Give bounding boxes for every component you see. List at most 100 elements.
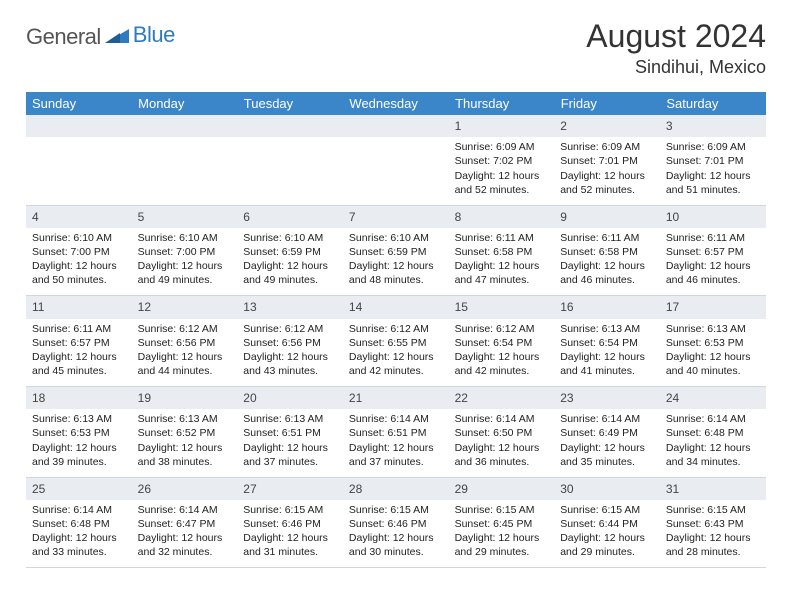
- day-number-cell: 1: [449, 115, 555, 137]
- daylight-text: Daylight: 12 hours and 32 minutes.: [138, 531, 232, 559]
- day-detail-cell: Sunrise: 6:10 AMSunset: 7:00 PMDaylight:…: [132, 228, 238, 296]
- detail-row: Sunrise: 6:13 AMSunset: 6:53 PMDaylight:…: [26, 409, 766, 477]
- day-number-cell: 5: [132, 205, 238, 228]
- day-number-cell: 2: [554, 115, 660, 137]
- day-number-cell: 7: [343, 205, 449, 228]
- day-detail-cell: Sunrise: 6:12 AMSunset: 6:56 PMDaylight:…: [132, 319, 238, 387]
- sunset-text: Sunset: 6:50 PM: [455, 426, 549, 440]
- day-detail-cell: Sunrise: 6:14 AMSunset: 6:51 PMDaylight:…: [343, 409, 449, 477]
- day-detail-cell: Sunrise: 6:14 AMSunset: 6:49 PMDaylight:…: [554, 409, 660, 477]
- day-detail-cell: Sunrise: 6:15 AMSunset: 6:46 PMDaylight:…: [237, 500, 343, 568]
- sunrise-text: Sunrise: 6:12 AM: [455, 322, 549, 336]
- sunset-text: Sunset: 6:56 PM: [138, 336, 232, 350]
- day-header: Saturday: [660, 92, 766, 115]
- detail-row: Sunrise: 6:10 AMSunset: 7:00 PMDaylight:…: [26, 228, 766, 296]
- sunrise-text: Sunrise: 6:12 AM: [243, 322, 337, 336]
- day-detail-cell: Sunrise: 6:14 AMSunset: 6:50 PMDaylight:…: [449, 409, 555, 477]
- day-detail-cell: Sunrise: 6:12 AMSunset: 6:56 PMDaylight:…: [237, 319, 343, 387]
- sunset-text: Sunset: 7:01 PM: [666, 154, 760, 168]
- header: General Blue August 2024 Sindihui, Mexic…: [26, 18, 766, 78]
- sunrise-text: Sunrise: 6:10 AM: [243, 231, 337, 245]
- sunrise-text: Sunrise: 6:15 AM: [455, 503, 549, 517]
- day-detail-cell: Sunrise: 6:15 AMSunset: 6:43 PMDaylight:…: [660, 500, 766, 568]
- day-detail-cell: Sunrise: 6:15 AMSunset: 6:44 PMDaylight:…: [554, 500, 660, 568]
- sunset-text: Sunset: 6:57 PM: [666, 245, 760, 259]
- sunset-text: Sunset: 6:46 PM: [243, 517, 337, 531]
- day-detail-cell: [237, 137, 343, 205]
- day-number-cell: [237, 115, 343, 137]
- daylight-text: Daylight: 12 hours and 40 minutes.: [666, 350, 760, 378]
- daylight-text: Daylight: 12 hours and 42 minutes.: [349, 350, 443, 378]
- sunrise-text: Sunrise: 6:13 AM: [243, 412, 337, 426]
- sunset-text: Sunset: 6:49 PM: [560, 426, 654, 440]
- calendar-page: General Blue August 2024 Sindihui, Mexic…: [0, 0, 792, 568]
- sunset-text: Sunset: 6:44 PM: [560, 517, 654, 531]
- detail-row: Sunrise: 6:14 AMSunset: 6:48 PMDaylight:…: [26, 500, 766, 568]
- brand-part2: Blue: [133, 22, 175, 48]
- sunrise-text: Sunrise: 6:14 AM: [666, 412, 760, 426]
- sunset-text: Sunset: 7:00 PM: [138, 245, 232, 259]
- day-detail-cell: Sunrise: 6:09 AMSunset: 7:01 PMDaylight:…: [660, 137, 766, 205]
- day-detail-cell: Sunrise: 6:12 AMSunset: 6:54 PMDaylight:…: [449, 319, 555, 387]
- sunrise-text: Sunrise: 6:09 AM: [560, 140, 654, 154]
- sunset-text: Sunset: 6:47 PM: [138, 517, 232, 531]
- daylight-text: Daylight: 12 hours and 52 minutes.: [560, 169, 654, 197]
- day-number-cell: 27: [237, 477, 343, 500]
- location-label: Sindihui, Mexico: [586, 57, 766, 78]
- day-detail-cell: Sunrise: 6:15 AMSunset: 6:45 PMDaylight:…: [449, 500, 555, 568]
- day-number-cell: 12: [132, 296, 238, 319]
- sunset-text: Sunset: 6:45 PM: [455, 517, 549, 531]
- daylight-text: Daylight: 12 hours and 50 minutes.: [32, 259, 126, 287]
- daylight-text: Daylight: 12 hours and 44 minutes.: [138, 350, 232, 378]
- day-detail-cell: Sunrise: 6:11 AMSunset: 6:58 PMDaylight:…: [449, 228, 555, 296]
- daynum-row: 45678910: [26, 205, 766, 228]
- day-detail-cell: Sunrise: 6:10 AMSunset: 6:59 PMDaylight:…: [237, 228, 343, 296]
- day-detail-cell: Sunrise: 6:11 AMSunset: 6:57 PMDaylight:…: [26, 319, 132, 387]
- daylight-text: Daylight: 12 hours and 28 minutes.: [666, 531, 760, 559]
- day-number-cell: 10: [660, 205, 766, 228]
- day-detail-cell: Sunrise: 6:10 AMSunset: 7:00 PMDaylight:…: [26, 228, 132, 296]
- day-detail-cell: Sunrise: 6:12 AMSunset: 6:55 PMDaylight:…: [343, 319, 449, 387]
- daylight-text: Daylight: 12 hours and 41 minutes.: [560, 350, 654, 378]
- sunset-text: Sunset: 6:51 PM: [349, 426, 443, 440]
- day-header: Sunday: [26, 92, 132, 115]
- calendar-body: 123Sunrise: 6:09 AMSunset: 7:02 PMDaylig…: [26, 115, 766, 568]
- daylight-text: Daylight: 12 hours and 29 minutes.: [560, 531, 654, 559]
- sunset-text: Sunset: 6:58 PM: [560, 245, 654, 259]
- daylight-text: Daylight: 12 hours and 52 minutes.: [455, 169, 549, 197]
- sunset-text: Sunset: 6:57 PM: [32, 336, 126, 350]
- day-header: Tuesday: [237, 92, 343, 115]
- detail-row: Sunrise: 6:11 AMSunset: 6:57 PM Daylight:…: [26, 319, 766, 387]
- day-number-cell: 15: [449, 296, 555, 319]
- sunset-text: Sunset: 6:53 PM: [666, 336, 760, 350]
- day-header: Wednesday: [343, 92, 449, 115]
- sunset-text: Sunset: 6:55 PM: [349, 336, 443, 350]
- day-number-cell: 22: [449, 387, 555, 410]
- sunrise-text: Sunrise: 6:10 AM: [138, 231, 232, 245]
- day-number-cell: 28: [343, 477, 449, 500]
- sunrise-text: Sunrise: 6:11 AM: [560, 231, 654, 245]
- day-number-cell: 8: [449, 205, 555, 228]
- sunrise-text: Sunrise: 6:11 AM: [455, 231, 549, 245]
- sunset-text: Sunset: 6:56 PM: [243, 336, 337, 350]
- day-number-cell: 26: [132, 477, 238, 500]
- sunrise-text: Sunrise: 6:15 AM: [243, 503, 337, 517]
- day-detail-cell: Sunrise: 6:09 AMSunset: 7:02 PMDaylight:…: [449, 137, 555, 205]
- day-number-cell: 14: [343, 296, 449, 319]
- day-detail-cell: [132, 137, 238, 205]
- sunrise-text: Sunrise: 6:15 AM: [349, 503, 443, 517]
- day-detail-cell: Sunrise: 6:11 AMSunset: 6:58 PMDaylight:…: [554, 228, 660, 296]
- day-number-cell: 30: [554, 477, 660, 500]
- daylight-text: Daylight: 12 hours and 49 minutes.: [243, 259, 337, 287]
- day-number-cell: [132, 115, 238, 137]
- day-number-cell: 24: [660, 387, 766, 410]
- sunrise-text: Sunrise: 6:11 AM: [32, 322, 126, 336]
- day-number-cell: 19: [132, 387, 238, 410]
- sunrise-text: Sunrise: 6:09 AM: [666, 140, 760, 154]
- sunset-text: Sunset: 7:02 PM: [455, 154, 549, 168]
- daylight-text: Daylight: 12 hours and 34 minutes.: [666, 441, 760, 469]
- day-detail-cell: Sunrise: 6:13 AMSunset: 6:54 PMDaylight:…: [554, 319, 660, 387]
- daylight-text: Daylight: 12 hours and 37 minutes.: [349, 441, 443, 469]
- daylight-text: Daylight: 12 hours and 35 minutes.: [560, 441, 654, 469]
- day-number-cell: 9: [554, 205, 660, 228]
